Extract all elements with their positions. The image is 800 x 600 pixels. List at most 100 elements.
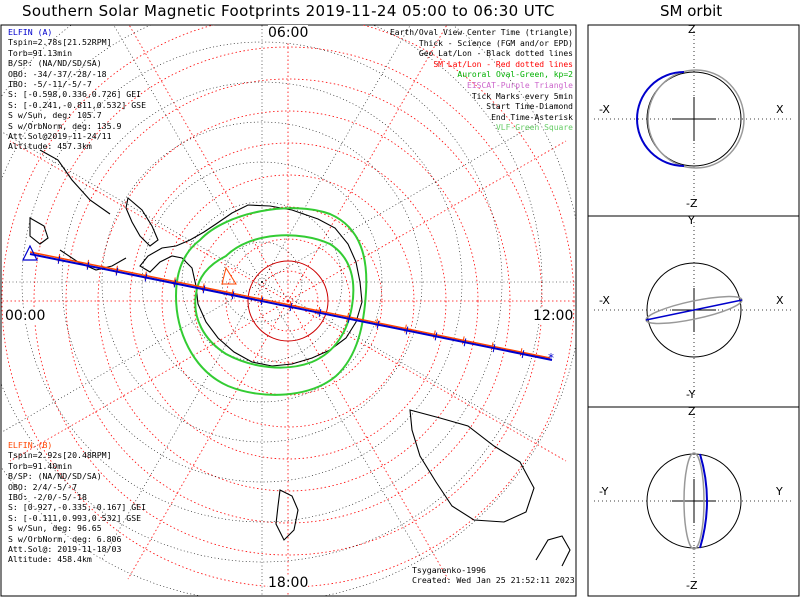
geo-grid (1, 25, 576, 596)
orbit-b (683, 452, 705, 550)
elfin-a-info-line: S: [-0.241,-0.811,0.532] GSE (8, 99, 147, 110)
south-america-tip (125, 196, 159, 247)
elfin-a-track-tick (318, 308, 322, 317)
elfin-a-track-tick (173, 279, 177, 288)
orbit-axis-label-bottom: -Z (686, 579, 698, 592)
orbit-axis-label-left: -X (599, 294, 610, 307)
elfin-a-track-tick (347, 314, 351, 323)
elfin-a-info-line: B/SP: (NA/ND/SD/SA) (8, 58, 102, 69)
credits-created: Created: Wed Jan 25 21:52:11 2023 (412, 575, 575, 586)
legend-entry: Start Time-Diamond (486, 102, 573, 112)
elfin-b-info-line: S: [0.927,-0.335,-0.167] GEI (8, 502, 147, 513)
orbit-panel-yz-border (587, 406, 800, 597)
elfin-b-track (29, 251, 551, 359)
elfin-a-track-tick (202, 285, 206, 294)
elfin-a-name: ELFIN (A) (8, 27, 53, 37)
orbit-axis-label-left: -Y (599, 485, 609, 498)
elfin-b-track-tick (462, 336, 465, 345)
elfin-a-info-line: Altitude: 457.3km (8, 141, 92, 152)
elfin-a-info-line: Tspin=2.78s[21.52RPM] (8, 37, 112, 48)
elfin-b-info-line: S w/OrbNorm, deg: 6.806 (8, 533, 122, 544)
auroral-oval (174, 207, 368, 396)
elfin-a-info-line: S: [-0.598,0.336,0.726] GEI (8, 89, 142, 100)
elfin-a-track-tick (521, 350, 525, 359)
orbit-axis-label-right: X (776, 103, 784, 116)
elfin-b-info-line: Att.Sol@: 2019-11-18/03 (8, 544, 122, 555)
elfin-a-info-line: Att.Sol@2019-11-24/11 (8, 131, 112, 142)
coast-nw (39, 149, 111, 215)
elfin-a-info-line: S w/OrbNorm, deg: 135.9 (8, 120, 122, 131)
figure-title: Southern Solar Magnetic Footprints 2019-… (22, 2, 555, 20)
hour-label-left: 00:00 (5, 308, 46, 324)
elfin-a-info-line: OBO: -34/-37/-28/-18 (8, 68, 107, 79)
legend-entry: VLF-Green Square (495, 123, 573, 133)
orbit-axis-label-top: Z (688, 23, 696, 36)
credits-author: Tsyganenko-1996 (412, 565, 486, 575)
orbit-axis-label-left: -X (599, 103, 610, 116)
elfin-b-info-line: IBO: -2/0/-5/-18 (8, 492, 87, 503)
legend: Earth/Oval View Center Time (triangle) Th… (390, 28, 573, 134)
orbit-a-science (699, 453, 708, 549)
orbit-axis-label-bottom: -Z (686, 197, 698, 210)
legend-entry: Auroral Oval-Green, kp=2 (457, 70, 573, 80)
island-south (275, 489, 299, 541)
coast-west (59, 249, 127, 271)
orbit-axis-label-bottom: -Y (686, 388, 696, 401)
elfin-b-track-tick (519, 348, 523, 357)
legend-entry: Geo Lat/Lon - Black dotted lines (418, 49, 573, 59)
elfin-a-track-tick (260, 297, 264, 306)
elfin-a-info: ELFIN (A) Tspin=2.78s[21.52RPM] Torb=91.1… (8, 27, 146, 152)
elfin-a-track-tick (57, 255, 61, 264)
elfin-b-info: ELFIN (B) Tspin=2.92s[20.48RPM] Torb=91.4… (8, 440, 146, 565)
auroral-oval-outer (174, 207, 368, 396)
elfin-a-track-tick (463, 338, 467, 347)
orbit-a-science (645, 299, 743, 321)
hour-label-top: 06:00 (268, 25, 309, 41)
australia-coast (409, 409, 535, 523)
elfin-a-start-triangle (22, 244, 38, 261)
orbit-axis-label-top: Z (688, 405, 696, 418)
sm-longitude-lines (1, 25, 576, 596)
new-zealand-coast (535, 535, 571, 567)
orbit-axis-label-right: Y (776, 485, 783, 498)
elfin-b-info-line: S: [-0.111,0.993,0.532] GSE (8, 512, 142, 523)
elfin-b-info-line: OBO: 2/4/-5/-7 (8, 481, 78, 492)
sm-pole-circle (247, 260, 329, 342)
orbit-a-science (636, 71, 685, 167)
hour-label-bottom: 18:00 (268, 575, 309, 591)
elfin-a-track-tick (405, 326, 409, 335)
legend-entry: SM Lat/Lon - Red dotted lines (433, 59, 573, 69)
auroral-oval-inner (194, 234, 355, 369)
orbit-axis-label-top: Y (688, 214, 695, 227)
elfin-b-info-line: Torb=91.40min (8, 460, 73, 471)
elfin-b-track-tick (433, 330, 436, 339)
sm-orbit-panels (594, 31, 794, 589)
island-west (29, 217, 49, 245)
hour-label-right: 12:00 (533, 308, 574, 324)
elfin-b-info-line: Tspin=2.92s[20.48RPM] (8, 450, 112, 461)
antarctica-outline (139, 204, 363, 367)
sm-orbit-title: SM orbit (660, 2, 723, 20)
elfin-a-track-tick (289, 302, 293, 312)
elfin-a-track-tick (376, 320, 380, 329)
elfin-a-track-tick (434, 332, 438, 341)
elfin-b-info-line: B/SP: (NA/ND/SD/SA) (8, 471, 102, 482)
elfin-a-info-line: S w/Sun, deg: 105.7 (8, 110, 102, 121)
elfin-b-name: ELFIN (B) (8, 440, 53, 450)
legend-entry: Earth/Oval View Center Time (triangle) (389, 28, 573, 37)
elfin-a-end-asterisk: * (548, 351, 554, 365)
elfin-a-track-tick (144, 273, 148, 282)
legend-entry: End Time-Asterisk (491, 112, 573, 122)
elfin-a-track-tick (492, 344, 496, 353)
legend-entry: Tick Marks every 5min (471, 91, 573, 101)
elfin-b-view-triangle (221, 266, 237, 285)
elfin-a-info-line: Torb=91.13min (8, 47, 73, 58)
credits: Tsyganenko-1996 Created: Wed Jan 25 21:5… (412, 565, 575, 586)
elfin-b-info-line: S w/Sun, deg: 96.65 (8, 523, 102, 534)
elfin-a-info-line: IBO: -5/-11/-5/-7 (8, 79, 92, 90)
elfin-a-track: * (22, 244, 554, 365)
orbit-axis-label-right: X (776, 294, 784, 307)
coastlines (29, 149, 571, 567)
elfin-b-info-line: Altitude: 458.4km (8, 554, 92, 565)
